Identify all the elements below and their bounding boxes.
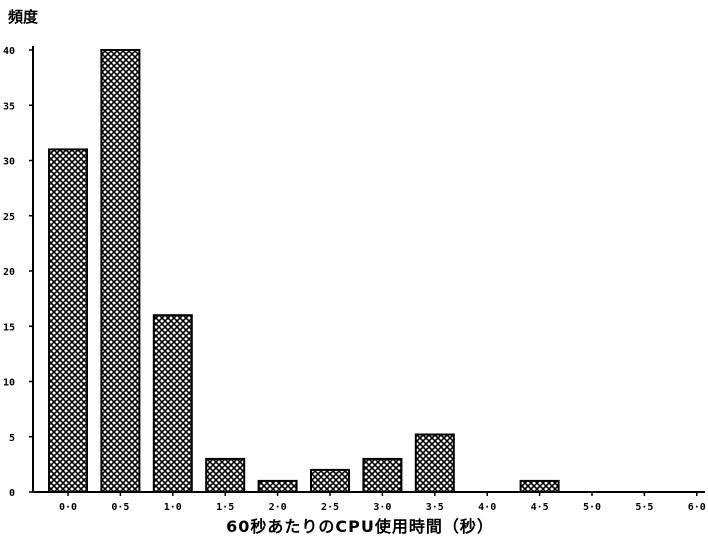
x-tick-label: 3·0 [373, 502, 391, 513]
x-tick-label: 1·0 [164, 502, 182, 513]
bar-2.0 [257, 479, 298, 493]
y-axis-label: 頻度 [8, 8, 39, 26]
x-tick-label: 4·5 [531, 502, 549, 513]
y-tick-label: 35 [3, 101, 15, 112]
x-tick-label: 3·5 [426, 502, 444, 513]
x-tick-label: 5·5 [635, 502, 653, 513]
bar-0.5 [100, 49, 141, 493]
bar-4.5 [519, 479, 560, 493]
bar-0.0 [48, 148, 88, 493]
y-tick-label: 10 [3, 378, 15, 389]
y-ticks-group: 0 5 10 15 20 25 30 35 40 [3, 46, 33, 499]
bar-3.0 [362, 457, 403, 493]
x-tick-label: 0·0 [59, 502, 77, 513]
x-tick-label: 2·5 [321, 502, 339, 513]
x-tick-label: 5·0 [583, 502, 601, 513]
y-tick-label: 20 [3, 267, 15, 278]
bars-group [48, 49, 560, 494]
bar-1.0 [152, 314, 193, 494]
y-tick-label: 30 [3, 157, 15, 168]
bar-3.5 [414, 433, 455, 493]
x-tick-label: 2·0 [269, 502, 287, 513]
x-tick-label: 1·5 [216, 502, 234, 513]
x-tick-label: 0·5 [111, 502, 129, 513]
y-tick-label: 5 [9, 433, 15, 444]
x-tick-label: 4·0 [478, 502, 496, 513]
x-axis-label: 60秒あたりのCPU使用時間（秒） [226, 517, 494, 536]
y-tick-label: 15 [3, 322, 15, 333]
y-tick-label: 25 [3, 212, 15, 223]
x-ticks-group: 0·0 0·5 1·0 1·5 2·0 2·5 3·0 3·5 4·0 4·5 5·0 5·5 6·0 [59, 492, 706, 513]
y-tick-label: 40 [3, 46, 15, 57]
x-tick-label: 6·0 [688, 502, 706, 513]
bar-1.5 [205, 457, 246, 493]
y-tick-label: 0 [9, 488, 15, 499]
bar-2.5 [310, 468, 350, 493]
